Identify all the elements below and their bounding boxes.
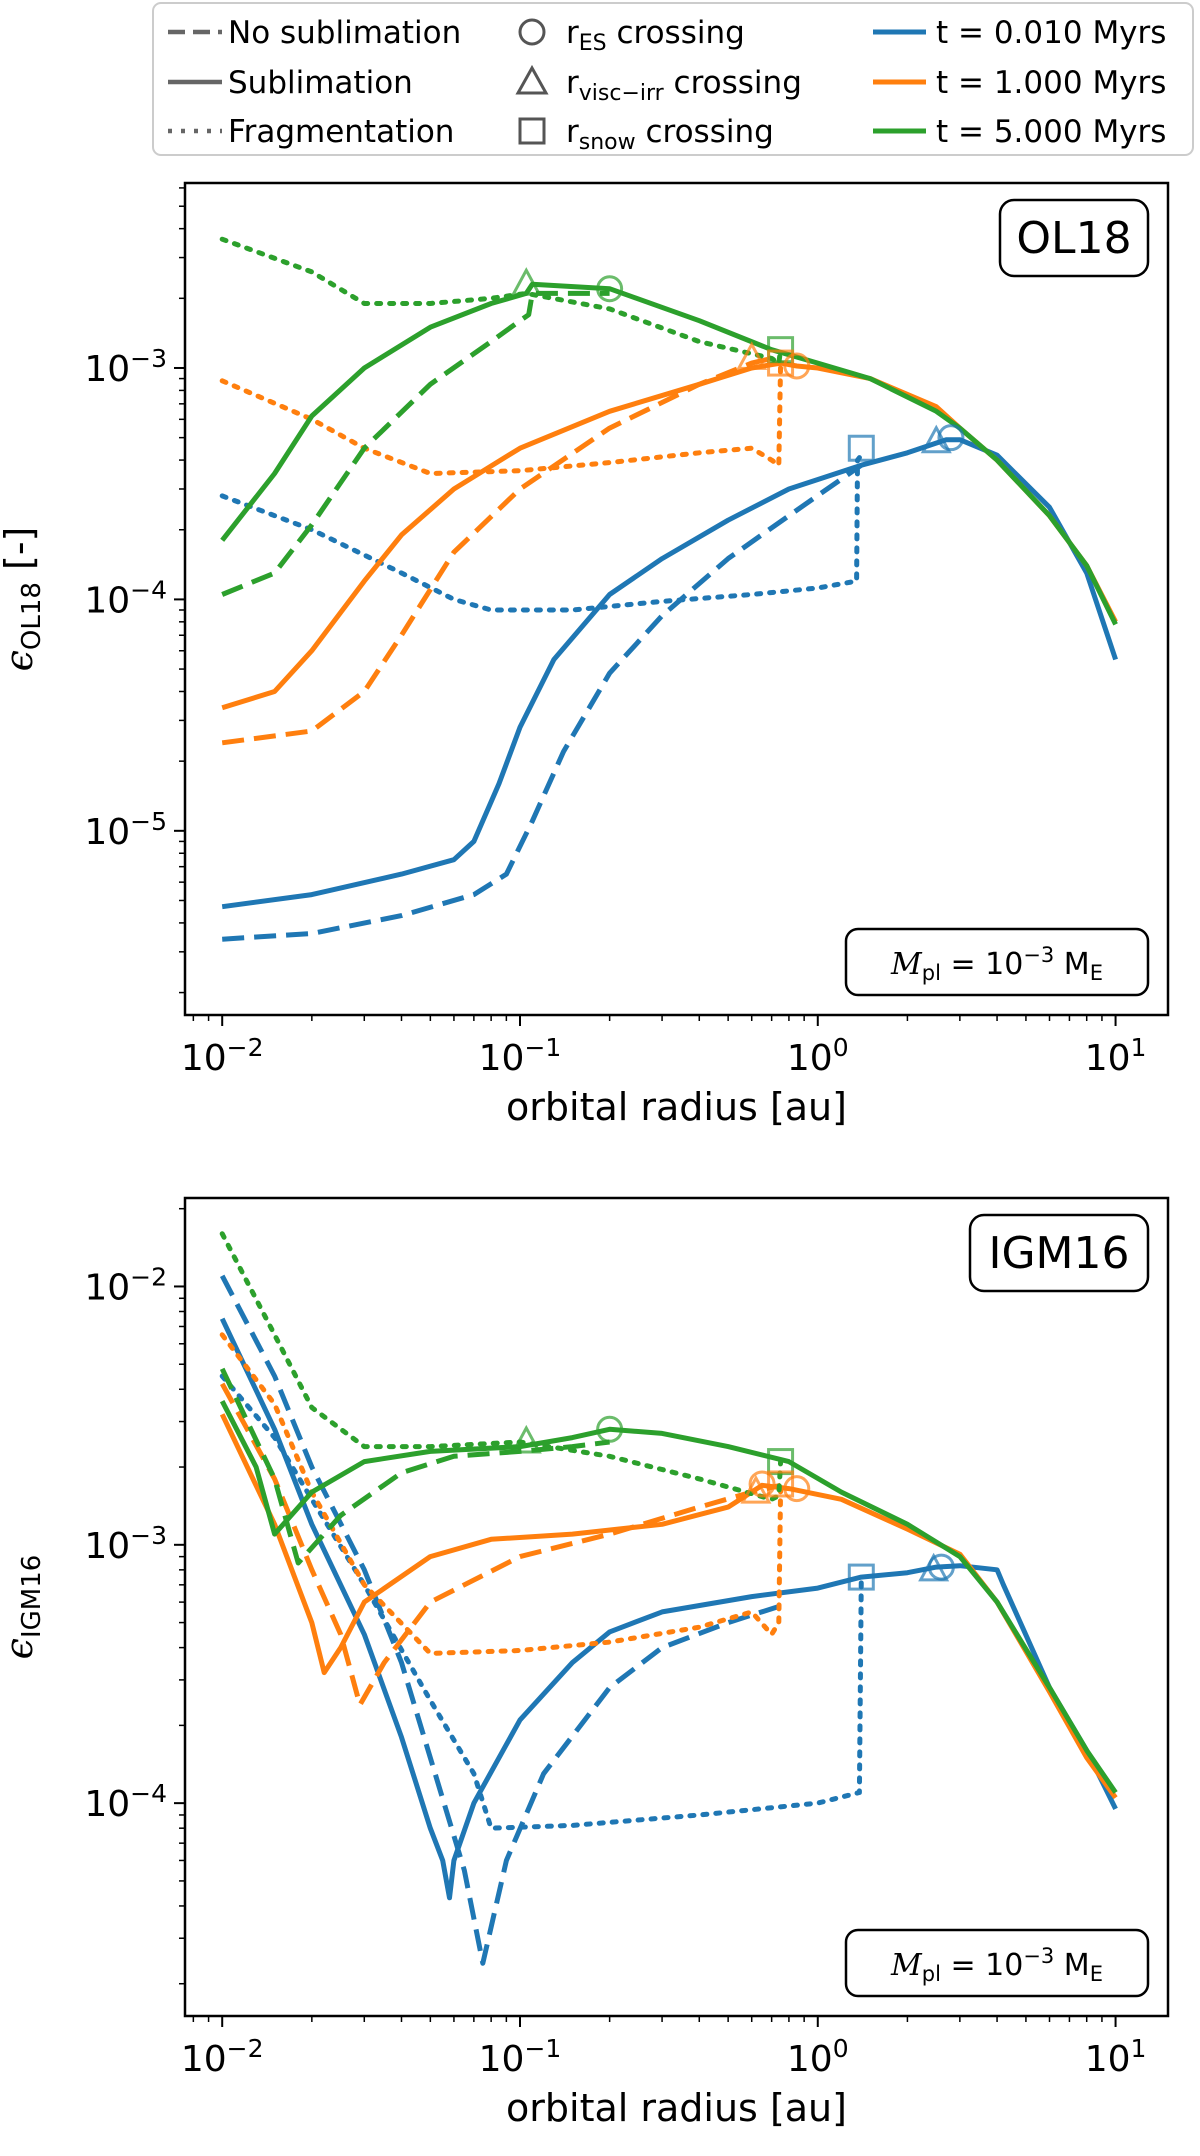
y-axis-label: ϵIGM16 xyxy=(0,1555,47,1660)
x-tick-label: 10−2 xyxy=(181,1033,264,1080)
legend-style-label: Sublimation xyxy=(228,65,413,101)
series-solid-t0.010 xyxy=(221,437,1118,910)
x-tick-label: 10−1 xyxy=(479,1033,562,1080)
mass-annotation-box xyxy=(844,1928,1150,1998)
igm16-panel: 10−2 10−1 100 101 10−4 10−3 10−2 IGM16 Mpl = 10−… xyxy=(0,1196,1170,2130)
y-tick-label: 10−4 xyxy=(84,1779,167,1826)
legend-time-label: t = 0.010 Myrs xyxy=(936,15,1166,51)
series-group xyxy=(219,1231,1118,1966)
x-tick-label: 10−1 xyxy=(479,2034,562,2081)
rvisc-irr-crossing-marker xyxy=(918,1552,950,1582)
rsnow-crossing-marker xyxy=(847,1563,875,1591)
series-dotted-t5.000 xyxy=(219,1231,784,1502)
x-tick-label: 101 xyxy=(1085,1033,1147,1080)
axes-frame xyxy=(183,1196,1170,2018)
series-dashed-t1.000 xyxy=(220,1382,782,1708)
res-crossing-marker xyxy=(783,1475,811,1503)
x-tick-label: 10−2 xyxy=(181,2034,264,2081)
panel-title: OL18 xyxy=(1016,213,1131,264)
y-tick-label: 10−3 xyxy=(84,1520,167,1567)
res-crossing-marker xyxy=(748,1470,776,1498)
legend-marker-label: rES crossing xyxy=(566,15,745,56)
series-solid-t0.010 xyxy=(219,1317,1118,1901)
x-axis-label: orbital radius [au] xyxy=(506,1085,847,1129)
rvisc-irr-crossing-marker xyxy=(920,424,952,454)
mass-annotation: Mpl = 10−3 ME xyxy=(890,943,1103,985)
legend-circle-marker xyxy=(518,18,546,46)
panel-title-box xyxy=(998,198,1150,278)
legend-style-label: No sublimation xyxy=(228,15,461,51)
series-solid-t1.000 xyxy=(219,1413,1118,1800)
series-dashed-t0.010 xyxy=(219,1274,782,1966)
legend: No sublimation Sublimation Fragmentation rE… xyxy=(152,2,1194,156)
rsnow-crossing-marker xyxy=(767,349,795,377)
legend-square-marker xyxy=(518,117,546,145)
series-dashed-t1.000 xyxy=(221,355,773,746)
legend-marker-label: rsnow crossing xyxy=(566,114,774,155)
rvisc-irr-crossing-marker xyxy=(736,341,768,370)
legend-time-label: t = 5.000 Myrs xyxy=(936,114,1166,150)
y-tick-label: 10−4 xyxy=(84,575,167,622)
series-dashed-t0.010 xyxy=(222,463,863,942)
series-dotted-t5.000 xyxy=(219,236,784,366)
panel-title-box xyxy=(968,1213,1150,1293)
series-dotted-t1.000 xyxy=(219,1332,784,1656)
y-tick-label: 10−3 xyxy=(84,343,167,390)
series-dotted-t0.010 xyxy=(219,1373,864,1831)
series-group xyxy=(219,236,1118,942)
x-axis-label: orbital radius [au] xyxy=(506,2086,847,2130)
series-dotted-t0.010 xyxy=(219,452,864,613)
series-dotted-t1.000 xyxy=(219,360,784,476)
legend-triangle-marker xyxy=(515,64,549,95)
y-tick-label: 10−5 xyxy=(84,806,167,853)
res-crossing-marker xyxy=(596,1415,624,1443)
rsnow-crossing-marker xyxy=(767,1448,795,1476)
rsnow-crossing-marker xyxy=(847,434,875,462)
mass-annotation: Mpl = 10−3 ME xyxy=(890,1944,1103,1986)
legend-time-label: t = 1.000 Myrs xyxy=(936,65,1166,101)
x-tick-label: 100 xyxy=(787,2034,849,2081)
x-tick-label: 101 xyxy=(1085,2034,1147,2081)
mass-annotation-box xyxy=(844,927,1150,997)
x-tick-label: 100 xyxy=(787,1033,849,1080)
series-solid-t1.000 xyxy=(221,360,1118,711)
legend-frame xyxy=(152,2,1194,156)
y-tick-label: 10−2 xyxy=(84,1262,167,1309)
legend-style-label: Fragmentation xyxy=(228,114,454,150)
rvisc-irr-crossing-marker xyxy=(740,1474,772,1504)
rvisc-irr-crossing-marker xyxy=(510,1424,542,1454)
res-crossing-marker xyxy=(783,352,811,380)
ol18-panel: 10−2 10−1 100 101 10−5 10−4 10−3 OL18 Mpl = 10−3… xyxy=(0,181,1170,1129)
y-axis-label: ϵOL18 [-] xyxy=(0,527,47,672)
rsnow-crossing-marker xyxy=(767,1470,795,1498)
series-solid-t5.000 xyxy=(220,281,1118,626)
axes-frame xyxy=(183,181,1170,1017)
rvisc-irr-crossing-marker xyxy=(510,267,542,296)
res-crossing-marker xyxy=(596,275,624,303)
panel-title: IGM16 xyxy=(988,1228,1129,1279)
series-dashed-t5.000 xyxy=(221,290,610,597)
legend-marker-label: rvisc−irr crossing xyxy=(566,65,802,106)
series-solid-t5.000 xyxy=(219,1399,1118,1794)
res-crossing-marker xyxy=(937,424,965,452)
